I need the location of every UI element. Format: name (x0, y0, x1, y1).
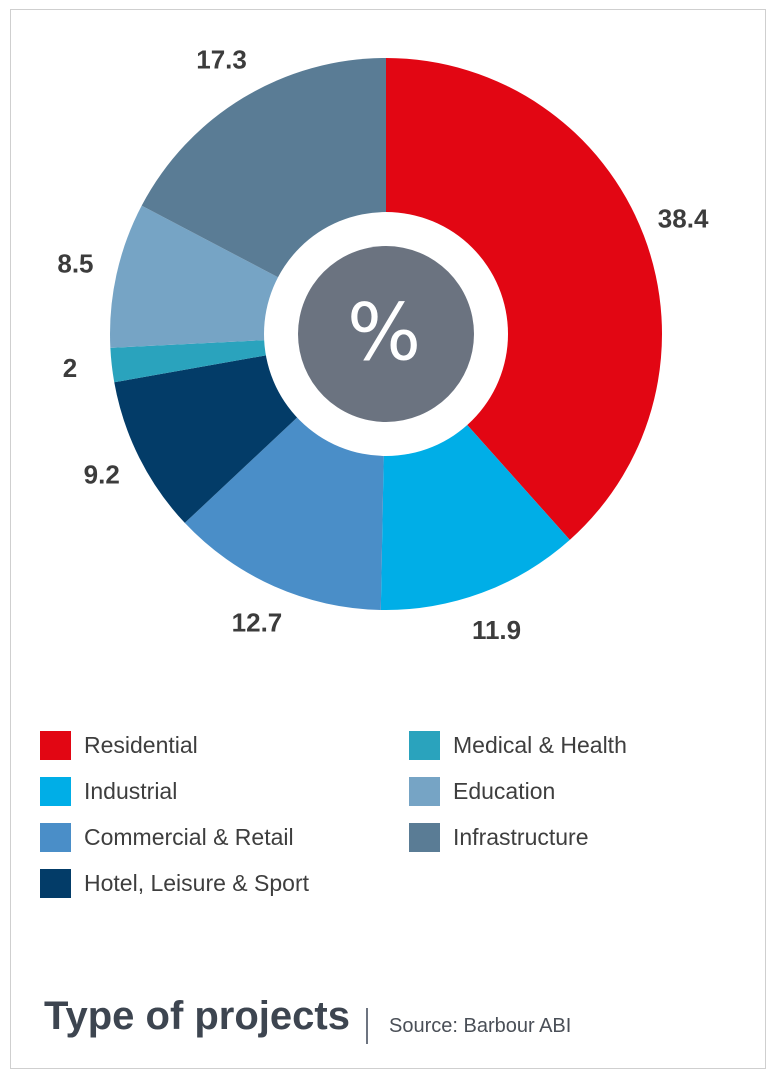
legend-item-education: Education (409, 775, 555, 807)
legend-swatch (40, 868, 71, 898)
legend-label: Residential (84, 731, 198, 758)
center-percent-label: % (347, 288, 421, 378)
source-note: Source: Barbour ABI (389, 1015, 572, 1037)
value-label-medical-and-health: 2 (63, 353, 77, 383)
legend-swatch (409, 730, 440, 760)
legend-swatch (40, 730, 71, 760)
value-label-commercial-and-retail: 12.7 (232, 608, 283, 638)
center-layer: % (264, 212, 508, 456)
legend-item-hotel-leisure-and-sport: Hotel, Leisure & Sport (40, 867, 309, 899)
legend-label: Education (453, 777, 556, 804)
legend-swatch (40, 776, 71, 806)
legend-item-residential: Residential (40, 729, 198, 761)
value-label-residential: 38.4 (658, 204, 709, 234)
legend-swatch (409, 822, 440, 852)
legend-item-infrastructure: Infrastructure (409, 821, 589, 853)
value-label-infrastructure: 17.3 (196, 45, 247, 75)
legend-label: Infrastructure (453, 823, 589, 850)
legend-label: Medical & Health (453, 731, 627, 758)
legend-label: Hotel, Leisure & Sport (84, 869, 310, 896)
value-label-education: 8.5 (57, 248, 93, 278)
value-labels-layer: 38.4 11.9 12.7 9.2 2 8.5 17.3 (57, 45, 709, 645)
legend-item-medical-and-health: Medical & Health (409, 729, 627, 761)
value-label-hotel-leisure-and-sport: 9.2 (84, 459, 120, 489)
legend-swatch (409, 776, 440, 806)
chart-title: Type of projects (44, 994, 350, 1038)
center-disc (298, 246, 474, 422)
legend-item-commercial-and-retail: Commercial & Retail (40, 821, 294, 853)
legend-label: Commercial & Retail (84, 823, 294, 850)
title-divider (366, 1008, 368, 1044)
legend-swatch (40, 822, 71, 852)
legend-item-industrial: Industrial (40, 775, 177, 807)
legend-label: Industrial (84, 777, 178, 804)
slice-residential (386, 58, 662, 540)
value-label-industrial: 11.9 (472, 615, 521, 645)
